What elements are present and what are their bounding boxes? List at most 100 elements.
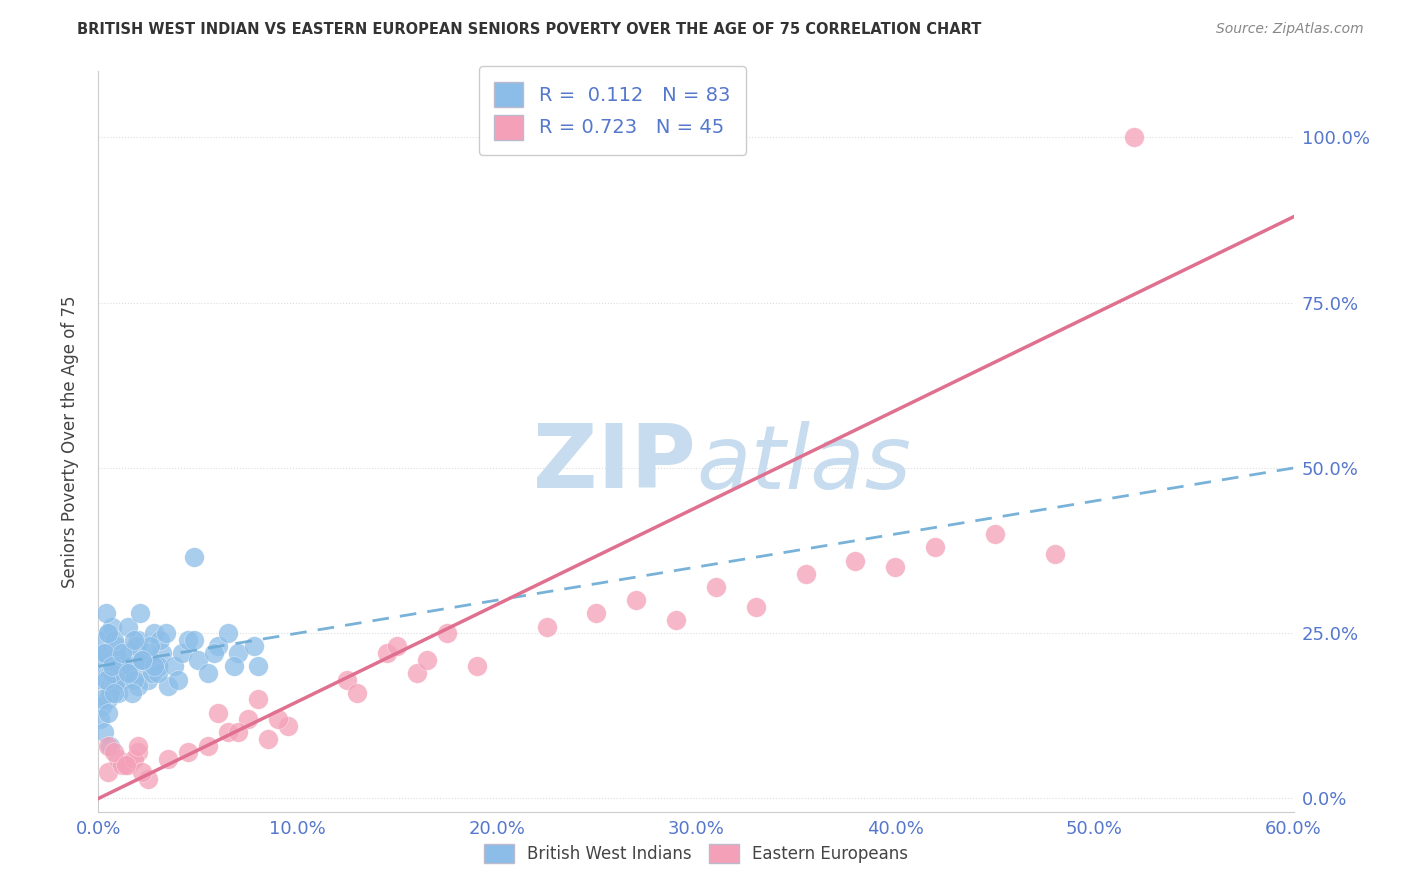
Point xyxy=(97,739,120,753)
Point xyxy=(127,745,149,759)
Point xyxy=(267,712,290,726)
Point xyxy=(98,679,122,693)
Point xyxy=(97,692,120,706)
Point xyxy=(148,665,170,680)
Point xyxy=(157,679,180,693)
Point xyxy=(336,673,359,687)
Point xyxy=(177,632,200,647)
Point xyxy=(704,580,727,594)
Point xyxy=(406,665,429,680)
Point xyxy=(243,640,266,654)
Point xyxy=(277,719,299,733)
Point xyxy=(131,653,153,667)
Point xyxy=(148,659,170,673)
Point xyxy=(98,739,122,753)
Point xyxy=(127,679,149,693)
Point xyxy=(207,706,229,720)
Point xyxy=(172,646,194,660)
Point xyxy=(197,739,219,753)
Point xyxy=(131,765,153,780)
Point xyxy=(187,653,209,667)
Point xyxy=(436,626,458,640)
Point xyxy=(91,698,114,713)
Point xyxy=(124,632,146,647)
Point xyxy=(346,686,368,700)
Point xyxy=(98,686,122,700)
Point xyxy=(107,659,129,673)
Point xyxy=(107,752,129,766)
Point xyxy=(745,599,768,614)
Point xyxy=(97,626,120,640)
Point xyxy=(1043,547,1066,561)
Point xyxy=(103,653,125,667)
Point xyxy=(127,632,149,647)
Point xyxy=(103,686,125,700)
Point xyxy=(103,745,125,759)
Point xyxy=(111,646,134,660)
Point xyxy=(226,646,249,660)
Point xyxy=(183,632,205,647)
Point xyxy=(177,745,200,759)
Point xyxy=(105,673,128,687)
Point xyxy=(136,646,159,660)
Point xyxy=(884,560,907,574)
Point xyxy=(465,659,488,673)
Point xyxy=(222,659,245,673)
Legend: British West Indians, Eastern Europeans: British West Indians, Eastern Europeans xyxy=(477,838,915,870)
Point xyxy=(256,731,278,746)
Point xyxy=(246,692,269,706)
Point xyxy=(98,665,122,680)
Point xyxy=(585,607,607,621)
Point xyxy=(117,646,139,660)
Point xyxy=(626,593,648,607)
Point xyxy=(143,626,166,640)
Point xyxy=(96,659,118,673)
Point xyxy=(115,758,138,772)
Point xyxy=(97,765,120,780)
Point xyxy=(91,673,114,687)
Point xyxy=(157,752,180,766)
Point xyxy=(131,653,153,667)
Point xyxy=(124,665,146,680)
Point xyxy=(665,613,688,627)
Text: ZIP: ZIP xyxy=(533,420,696,508)
Point xyxy=(183,550,205,565)
Point xyxy=(121,686,143,700)
Text: Source: ZipAtlas.com: Source: ZipAtlas.com xyxy=(1216,22,1364,37)
Point xyxy=(148,659,170,673)
Point xyxy=(246,659,269,673)
Point xyxy=(1123,130,1146,145)
Text: atlas: atlas xyxy=(696,421,911,507)
Point xyxy=(385,640,409,654)
Point xyxy=(416,653,439,667)
Point xyxy=(167,673,190,687)
Point xyxy=(125,640,148,654)
Point xyxy=(197,665,219,680)
Point xyxy=(103,679,125,693)
Point xyxy=(101,665,124,680)
Point xyxy=(120,659,142,673)
Point xyxy=(97,626,120,640)
Point xyxy=(101,665,124,680)
Point xyxy=(105,640,128,654)
Point xyxy=(89,712,111,726)
Point xyxy=(207,640,229,654)
Point xyxy=(236,712,259,726)
Point xyxy=(134,653,156,667)
Point xyxy=(131,653,153,667)
Point xyxy=(143,659,166,673)
Point xyxy=(375,646,398,660)
Point xyxy=(155,626,177,640)
Text: BRITISH WEST INDIAN VS EASTERN EUROPEAN SENIORS POVERTY OVER THE AGE OF 75 CORRE: BRITISH WEST INDIAN VS EASTERN EUROPEAN … xyxy=(77,22,981,37)
Point xyxy=(202,646,225,660)
Point xyxy=(101,620,124,634)
Point xyxy=(103,632,125,647)
Point xyxy=(124,673,146,687)
Y-axis label: Seniors Poverty Over the Age of 75: Seniors Poverty Over the Age of 75 xyxy=(60,295,79,588)
Point xyxy=(96,646,118,660)
Point xyxy=(93,646,115,660)
Point xyxy=(117,665,139,680)
Point xyxy=(844,553,866,567)
Point xyxy=(217,626,239,640)
Point xyxy=(117,758,139,772)
